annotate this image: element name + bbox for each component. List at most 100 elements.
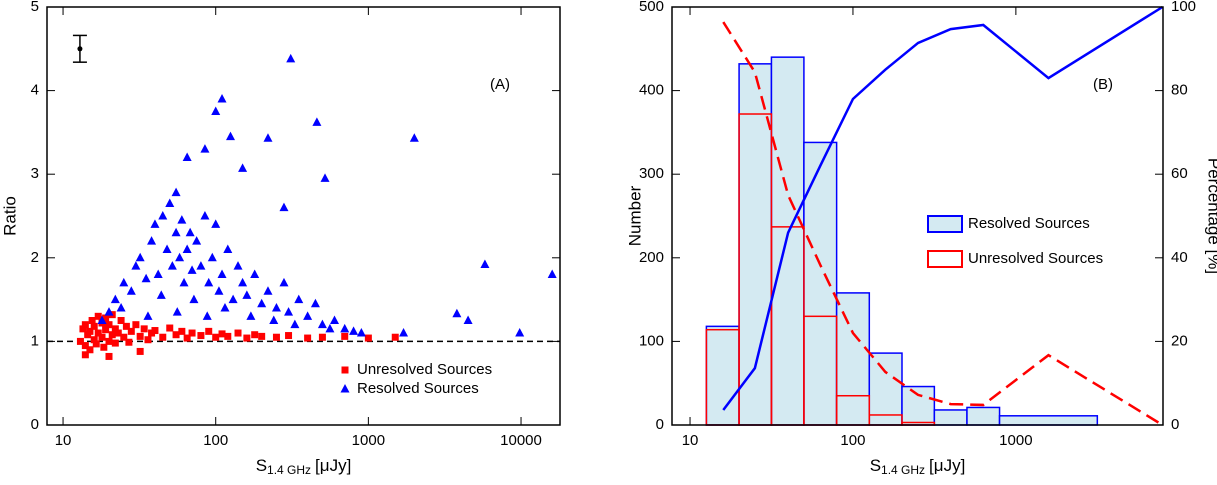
triangle-point xyxy=(177,215,187,224)
triangle-point xyxy=(246,311,256,320)
legend-label: Resolved Sources xyxy=(357,380,479,397)
y2-tick-label: 40 xyxy=(1171,249,1188,266)
triangle-point xyxy=(238,163,248,172)
histogram-bar xyxy=(868,352,903,426)
y2-tick-label: 60 xyxy=(1171,165,1188,182)
triangle-point xyxy=(147,236,157,245)
triangle-point xyxy=(171,227,181,237)
square-point xyxy=(98,333,106,341)
triangle-point xyxy=(233,261,243,270)
square-point xyxy=(318,333,326,341)
plot-frame xyxy=(671,6,1164,426)
x-tick-label: 10000 xyxy=(500,432,542,449)
square-point xyxy=(90,322,98,330)
histogram-bar xyxy=(770,56,805,426)
square-point xyxy=(105,337,113,345)
triangle-point xyxy=(156,290,166,299)
triangle-point xyxy=(182,152,192,161)
square-point xyxy=(243,334,251,342)
y-tick-label: 500 xyxy=(639,0,664,15)
triangle-point xyxy=(263,286,273,295)
y-tick-label: 0 xyxy=(656,416,664,433)
triangle-point xyxy=(200,144,210,153)
square-point xyxy=(79,325,87,333)
square-point xyxy=(166,324,174,332)
triangle-point xyxy=(192,236,202,245)
triangle-point xyxy=(279,277,289,287)
triangle-point xyxy=(171,187,181,197)
triangle-point xyxy=(200,211,210,220)
square-point xyxy=(86,346,94,354)
triangle-point xyxy=(340,323,350,333)
triangle-point xyxy=(242,290,252,299)
triangle-point xyxy=(271,302,281,312)
histogram-bar xyxy=(705,325,740,426)
square-point xyxy=(105,321,113,329)
triangle-point xyxy=(223,244,233,253)
triangle-point xyxy=(257,298,267,308)
square-point xyxy=(105,352,113,360)
triangle-point xyxy=(463,315,473,324)
triangle-point xyxy=(141,273,151,283)
triangle-point xyxy=(104,307,114,316)
square-point xyxy=(94,312,102,320)
square-point xyxy=(136,347,144,355)
square-point xyxy=(364,334,372,342)
square-point xyxy=(92,340,100,348)
x-label-symbol: S xyxy=(256,456,267,475)
square-point xyxy=(102,326,110,334)
triangle-point xyxy=(226,131,236,141)
x-tick-label: 1000 xyxy=(352,432,385,449)
square-point xyxy=(304,334,312,342)
square-point xyxy=(108,331,116,339)
square-point xyxy=(111,339,119,347)
histogram-bar xyxy=(966,406,1001,426)
triangle-point xyxy=(547,269,557,279)
square-point xyxy=(86,327,94,335)
square-point xyxy=(94,329,102,337)
square-point xyxy=(81,351,89,359)
square-point xyxy=(117,317,125,324)
triangle-point xyxy=(187,265,197,274)
y-tick-label: 300 xyxy=(639,165,664,182)
x-axis-label: S1.4 GHz [μJy] xyxy=(870,456,966,477)
triangle-point xyxy=(238,277,248,287)
y-tick-label: 2 xyxy=(31,249,39,266)
square-point xyxy=(341,332,349,340)
square-point xyxy=(178,327,186,335)
legend-label: Unresolved Sources xyxy=(968,250,1103,267)
triangle-point xyxy=(167,261,177,270)
y-tick-label: 100 xyxy=(639,332,664,349)
triangle-point xyxy=(143,311,153,320)
x-label-unit: [μJy] xyxy=(929,456,965,475)
triangle-point xyxy=(294,294,304,304)
x-label-subscript: 1.4 GHz xyxy=(881,463,925,477)
triangle-point xyxy=(228,294,238,304)
y-axis-label: Ratio xyxy=(0,196,19,236)
triangle-point xyxy=(330,315,340,324)
triangle-point xyxy=(119,277,129,287)
triangle-point xyxy=(409,133,419,142)
error-bar-point xyxy=(77,46,83,52)
triangle-point xyxy=(349,326,359,335)
square-point xyxy=(172,331,180,339)
histogram-bar xyxy=(803,141,838,426)
square-point xyxy=(90,336,98,344)
legend-label: Resolved Sources xyxy=(968,215,1090,232)
plot-frame xyxy=(46,6,561,426)
triangle-point xyxy=(182,244,192,253)
square-point xyxy=(341,366,349,374)
triangle-point xyxy=(279,202,289,212)
panel-label: (A) xyxy=(490,76,510,93)
triangle-point xyxy=(153,269,163,279)
triangle-point xyxy=(303,311,313,320)
y-tick-label: 0 xyxy=(31,416,39,433)
triangle-point xyxy=(116,302,126,312)
square-point xyxy=(81,321,89,329)
square-point xyxy=(285,332,293,340)
square-point xyxy=(111,325,119,333)
square-point xyxy=(144,336,152,344)
triangle-point xyxy=(220,302,230,312)
square-point xyxy=(81,342,89,350)
